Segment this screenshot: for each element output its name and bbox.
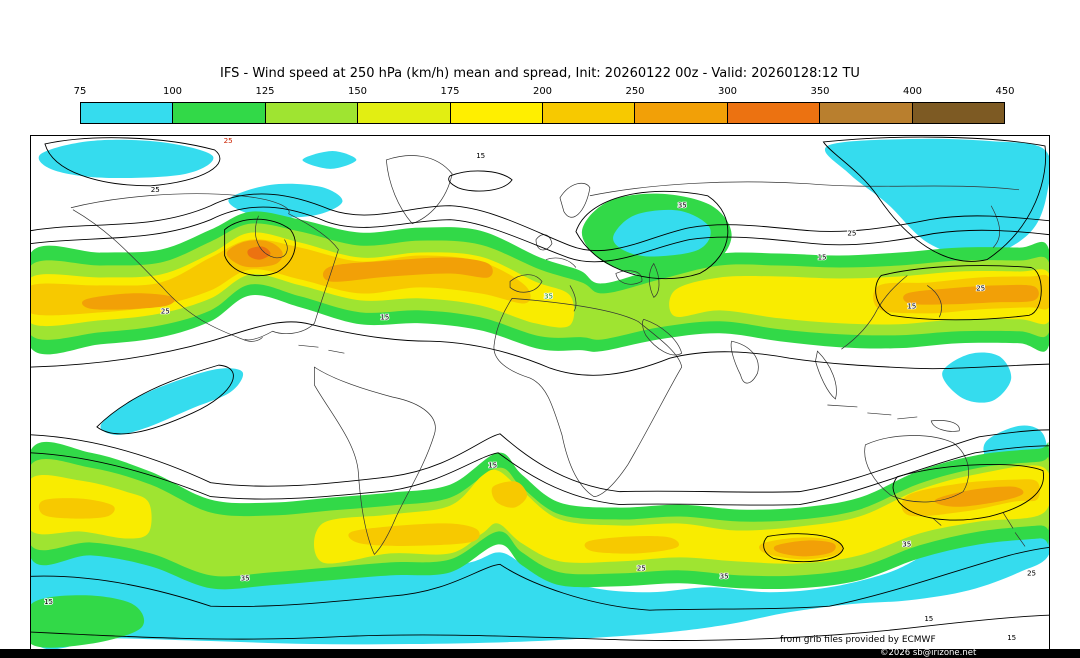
- fill-arctic-cyan-left: [38, 139, 214, 179]
- contour-label: 15: [817, 253, 826, 262]
- fill-nh-orange-mid: [322, 257, 493, 282]
- colorbar-segment: [173, 103, 266, 123]
- contour-label: 25: [1027, 568, 1036, 577]
- wind-speed-fill-layers: [31, 138, 1049, 650]
- colorbar-segment: [81, 103, 174, 123]
- contour-label: 25: [224, 136, 233, 145]
- colorbar-segment: [543, 103, 636, 123]
- spread-contours: [31, 136, 1049, 641]
- colorbar-tick: 450: [995, 86, 1015, 97]
- contour-label: 35: [241, 573, 250, 582]
- contour-label: 25: [637, 563, 646, 572]
- colorbar-segment: [635, 103, 728, 123]
- colorbar-segment: [820, 103, 913, 123]
- fill-north-cyan-core: [613, 209, 711, 257]
- contour-labels: 25 15 25 35 25 15 25 15 15 25 35 15 35 25 35 35 25 15 15 15: [43, 136, 1037, 643]
- fill-arctic-cyan-small: [302, 150, 357, 169]
- colorbar-segment: [265, 103, 359, 123]
- fill-sh-gold-2: [348, 523, 480, 546]
- fill-sh-gold-3: [584, 535, 680, 554]
- contour-label: 25: [151, 185, 160, 194]
- fill-sh-gold-bulge: [491, 481, 528, 508]
- colorbar-segment: [727, 103, 821, 123]
- colorbar-segment: [912, 103, 1005, 123]
- colorbar-bar: [80, 102, 1005, 124]
- fill-arctic-cyan-center: [228, 183, 343, 218]
- contour-label: 15: [476, 151, 485, 160]
- contour-label: 25: [976, 283, 985, 292]
- contour-label: 15: [1007, 633, 1016, 642]
- contour-label: 35: [544, 291, 553, 300]
- map-canvas: 25 15 25 35 25 15 25 15 15 25 35 15 35 25 35 35 25 15 15 15: [30, 135, 1050, 658]
- fill-midlat-cyan-right1: [942, 352, 1012, 403]
- colorbar-tick: 150: [347, 86, 368, 97]
- colorbar-tick: 125: [255, 86, 275, 97]
- contour-label: 35: [678, 201, 687, 210]
- colorbar-ticks: 75 100 125 150 175 200 250 300 350 400 450: [74, 86, 1015, 100]
- page-title: IFS - Wind speed at 250 hPa (km/h) mean …: [220, 66, 860, 81]
- fill-sh-orange-2: [934, 486, 1024, 507]
- bottom-frame-bar: [0, 649, 1080, 658]
- copyright-credit: ©2026 sb@irizone.net: [880, 648, 977, 658]
- colorbar-tick: 100: [162, 86, 183, 97]
- contour-label: 25: [847, 229, 856, 238]
- colorbar-segment: [450, 103, 544, 123]
- contour-label: 15: [488, 461, 497, 470]
- fill-midlat-cyan-left: [100, 368, 244, 435]
- fill-sw-corner-green: [31, 595, 145, 648]
- data-source-credit: from grib files provided by ECMWF: [780, 635, 936, 645]
- colorbar-tick: 400: [902, 86, 923, 97]
- colorbar: 75 100 125 150 175 200 250 300 350 400 450: [74, 86, 1015, 124]
- fill-sh-orange-1: [773, 540, 836, 557]
- fill-arctic-cyan-right: [825, 138, 1049, 258]
- contour-label: 25: [161, 306, 170, 315]
- colorbar-tick: 200: [532, 86, 553, 97]
- colorbar-tick: 300: [717, 86, 738, 97]
- coastlines: [70, 155, 1026, 555]
- contour-label: 15: [907, 301, 916, 310]
- contour-label: 15: [924, 614, 933, 623]
- fill-nh-deep-orange: [247, 246, 271, 260]
- colorbar-tick: 250: [625, 86, 645, 97]
- contour-label: 35: [720, 571, 729, 580]
- contour-label: 35: [902, 539, 911, 548]
- colorbar-segment: [358, 103, 451, 123]
- contour-label: 15: [44, 597, 53, 606]
- fill-south-ocean-cyan: [31, 452, 1049, 650]
- colorbar-tick: 175: [440, 86, 460, 97]
- colorbar-tick: 350: [810, 86, 830, 97]
- fill-nh-orange-right: [903, 284, 1039, 305]
- fill-nh-orange-left: [82, 293, 175, 310]
- wind-map-svg: 25 15 25 35 25 15 25 15 15 25 35 15 35 25 35 35 25 15 15 15: [31, 136, 1049, 650]
- contour-label: 15: [380, 312, 389, 321]
- colorbar-tick: 75: [73, 86, 87, 97]
- fill-sh-gold-1: [38, 498, 115, 519]
